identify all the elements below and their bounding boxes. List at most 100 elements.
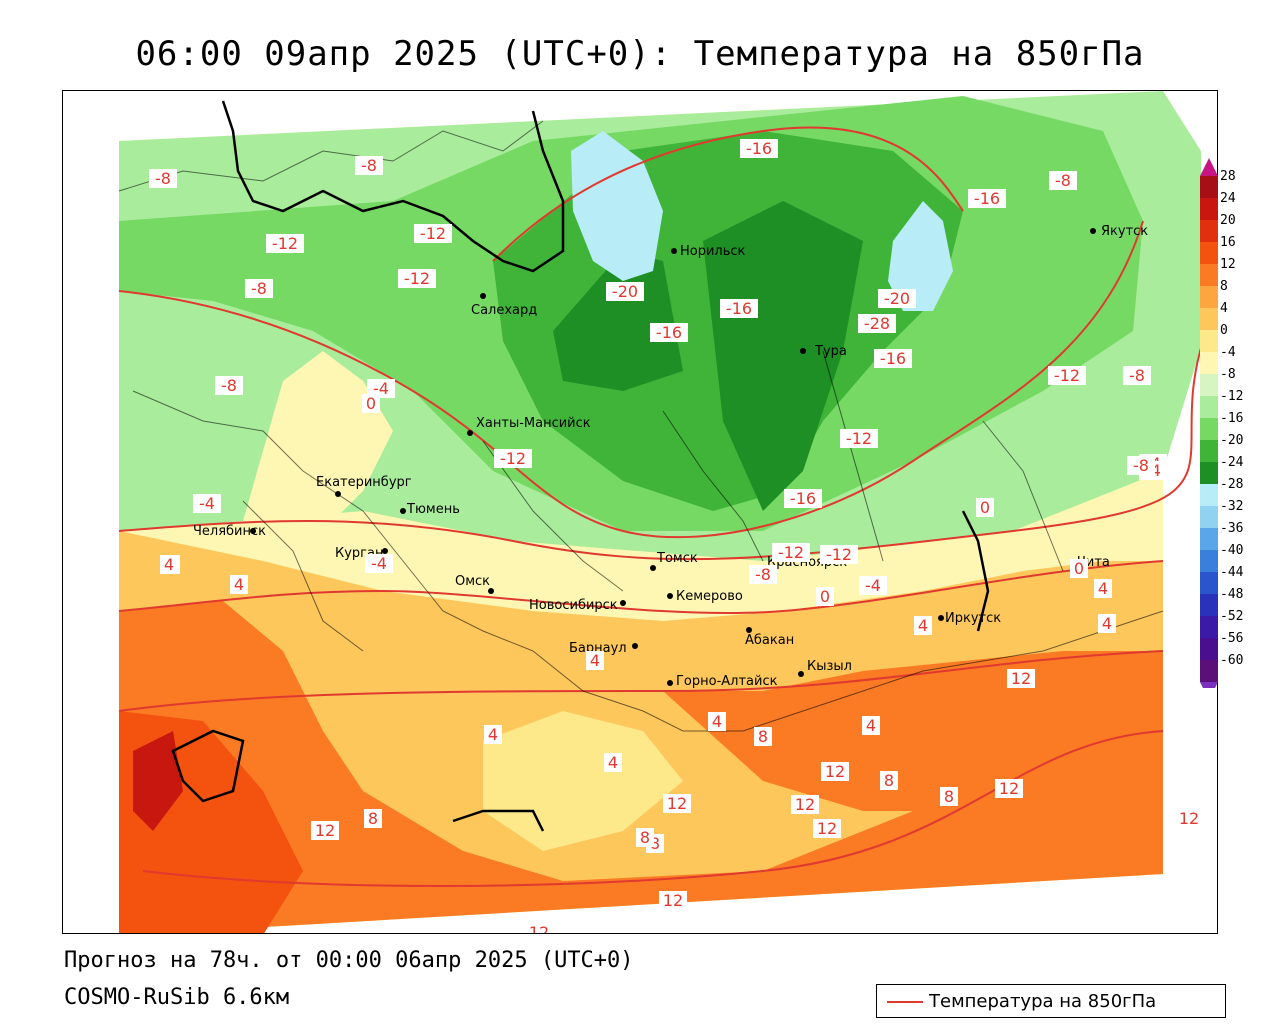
isotherm-label: -20 xyxy=(612,282,638,301)
isotherm-label-bg xyxy=(494,449,532,468)
legend-box: Температура на 850гПа xyxy=(876,984,1226,1018)
isotherm-label-bg xyxy=(1127,456,1155,475)
city-marker xyxy=(650,565,656,571)
isotherm-label: -28 xyxy=(864,314,890,333)
city-marker xyxy=(800,348,806,354)
city-marker xyxy=(467,430,473,436)
colorbar-swatch xyxy=(1200,308,1218,330)
colorbar-swatch xyxy=(1200,220,1218,242)
colorbar-swatch xyxy=(1200,264,1218,286)
isotherm-label-bg xyxy=(816,587,834,606)
isotherm-label: -4 xyxy=(199,494,215,513)
city-label: Ханты-Мансийск xyxy=(476,416,591,431)
colorbar-swatch xyxy=(1200,638,1218,660)
colorbar-tick-label: -24 xyxy=(1220,455,1244,470)
isotherm-label-bg xyxy=(1049,171,1077,190)
isotherm-label-bg xyxy=(659,891,687,910)
isotherm-label: 12 xyxy=(529,923,549,934)
colorbar-tick-label: 24 xyxy=(1220,191,1236,206)
isotherm-label-bg xyxy=(840,429,878,448)
isotherm-label-bg xyxy=(230,575,248,594)
isotherm-label: 4 xyxy=(712,712,722,731)
isotherm-label: 12 xyxy=(817,819,837,838)
isotherm-label: 0 xyxy=(366,394,376,413)
isotherm-label: 0 xyxy=(1074,559,1084,578)
city-marker xyxy=(746,627,752,633)
isotherm-label-bg xyxy=(995,779,1023,798)
city-layer: Салехард Норильск Тура Якутск Ханты-Мансийск… xyxy=(193,224,1148,689)
isotherm-label-bg xyxy=(586,651,604,670)
colorbar-swatch xyxy=(1200,660,1218,682)
map-frame: Салехард Норильск Тура Якутск Ханты-Мансийск… xyxy=(62,90,1218,934)
isotherm-label-bg xyxy=(636,828,654,847)
isotherm-label: -12 xyxy=(778,543,804,562)
colorbar-swatch xyxy=(1200,528,1218,550)
colorbar-swatch xyxy=(1200,550,1218,572)
model-info: COSMO-RuSib 6.6км xyxy=(64,985,290,1010)
isotherm-label: -16 xyxy=(790,489,816,508)
colorbar-swatch xyxy=(1200,330,1218,352)
isotherm-label: 12 xyxy=(825,762,845,781)
isotherm-label: 8 xyxy=(758,727,768,746)
isotherm-label: -16 xyxy=(656,323,682,342)
isotherm-label: -16 xyxy=(726,299,752,318)
colorbar-tick-label: -48 xyxy=(1220,587,1243,602)
city-label: Челябинск xyxy=(193,524,266,539)
isotherm-label-bg xyxy=(821,762,849,781)
colorbar-tick-label: -36 xyxy=(1220,521,1243,536)
isotherm-label: -16 xyxy=(880,349,906,368)
isotherm-label: 8 xyxy=(884,771,894,790)
isotherm-label-bg xyxy=(355,156,383,175)
isotherm-label-bg xyxy=(1094,579,1112,598)
map-title: 06:00 09апр 2025 (UTC+0): Температура на… xyxy=(135,34,1145,74)
isotherm-label: -8 xyxy=(1055,171,1071,190)
isotherm-label-bg xyxy=(215,376,243,395)
isotherm-label-bg xyxy=(976,498,994,517)
coastline xyxy=(171,100,990,832)
city-marker xyxy=(667,680,673,686)
isotherm-label-bg xyxy=(858,314,896,333)
city-marker xyxy=(250,528,256,534)
isotherm-label: -8 xyxy=(155,169,171,188)
isotherm-label-layer: -8-8-12-12-12-8-8 -40-12-16-20-16-16-16-2… xyxy=(149,139,1203,934)
city-marker xyxy=(1090,228,1096,234)
city-marker xyxy=(671,248,677,254)
isotherm-label-bg xyxy=(878,289,916,308)
isotherm-label: 12 xyxy=(1011,669,1031,688)
isotherm-label-bg xyxy=(1123,366,1151,385)
city-label: Тюмень xyxy=(406,502,460,517)
isotherm-label-bg xyxy=(650,323,688,342)
isotherm-label-bg xyxy=(160,555,178,574)
colorbar-swatch xyxy=(1200,176,1218,198)
isotherm-label: 12 xyxy=(795,795,815,814)
colorbar-swatch xyxy=(1200,462,1218,484)
isotherm-label: -8 xyxy=(755,565,771,584)
isotherm-label-bg xyxy=(311,821,339,840)
legend-line-swatch xyxy=(887,1001,923,1003)
city-label: Норильск xyxy=(680,244,746,259)
colorbar-tick-label: -56 xyxy=(1220,631,1243,646)
isotherm-label: -12 xyxy=(420,224,446,243)
isotherm-label-bg xyxy=(364,809,382,828)
isotherm-label: -4 xyxy=(865,576,881,595)
isotherm-label: -12 xyxy=(826,545,852,564)
colorbar-swatch xyxy=(1200,352,1218,374)
colorbar-swatch xyxy=(1200,572,1218,594)
isotherm-label-bg xyxy=(604,753,622,772)
city-label: Томск xyxy=(656,551,698,566)
isotherm-label-bg xyxy=(398,269,436,288)
colorbar-tick-label: -12 xyxy=(1220,389,1243,404)
city-label: Якутск xyxy=(1101,224,1148,239)
isotherm-label-bg xyxy=(740,139,778,158)
isotherm-label: 12 xyxy=(1179,809,1199,828)
isotherm-label: 8 xyxy=(944,787,954,806)
isotherm-label-bg xyxy=(149,169,177,188)
isotherm-label: 4 xyxy=(1098,579,1108,598)
isotherm-label: 4 xyxy=(608,753,618,772)
colorbar-tick-label: -20 xyxy=(1220,433,1243,448)
isotherm-label-bg xyxy=(525,923,553,933)
isotherm-label-bg xyxy=(784,489,822,508)
isotherm-label: -4 xyxy=(371,554,387,573)
temperature-colorbar: 28 24 20 16 12 8 4 0 -4 -8 -12 -16 -20 -24 -28 -32 -36 -4… xyxy=(1200,158,1244,688)
isotherm-label-bg xyxy=(245,279,273,298)
